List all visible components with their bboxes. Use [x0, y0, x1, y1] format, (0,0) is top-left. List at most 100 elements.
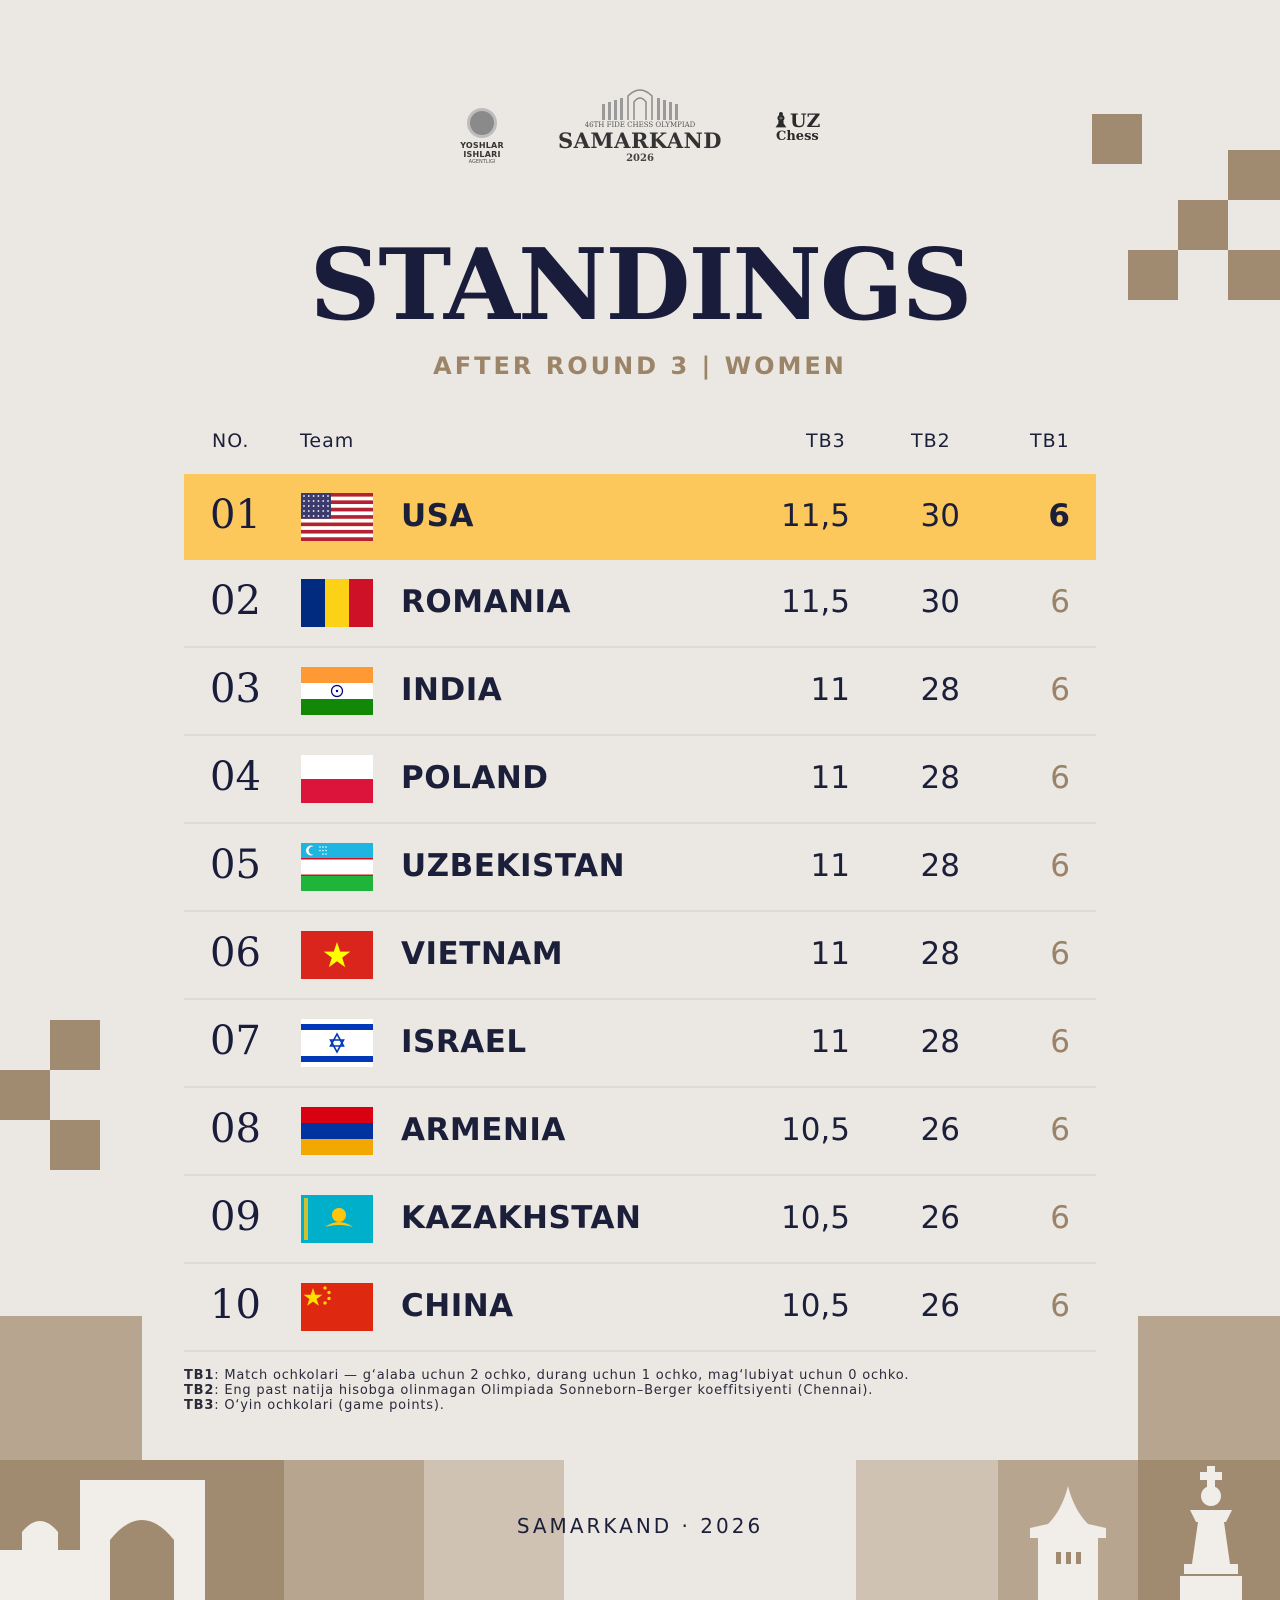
team-name: ARMENIA	[401, 1112, 566, 1148]
tb2-value: 28	[920, 848, 960, 884]
tb1-value: 6	[1050, 760, 1070, 796]
team-name: INDIA	[401, 672, 503, 708]
usa-flag-icon	[301, 493, 373, 541]
note-line: TB3: O‘yin ochkolari (game points).	[184, 1398, 445, 1413]
tb3-value: 11,5	[780, 584, 850, 620]
sponsor-logos: YOSHLAR ISHLARI AGENTLIGI 46TH FIDE CHES…	[0, 82, 1280, 182]
footer-text: SAMARKAND · 2026	[516, 1514, 764, 1538]
poland-flag-icon	[301, 755, 373, 803]
table-header: NO. Team TB3 TB2 TB1	[184, 424, 1096, 474]
standings-table: NO. Team TB3 TB2 TB1 01 USA 11,5 30 6 02 ROMAN…	[184, 424, 1096, 1352]
emblem-icon	[467, 108, 497, 138]
table-row: 10 CHINA 10,5 26 6	[184, 1264, 1096, 1352]
decor-square	[1228, 250, 1280, 300]
tb1-value: 6	[1050, 1112, 1070, 1148]
tb1-value: 6	[1048, 498, 1070, 534]
tb2-value: 28	[920, 936, 960, 972]
table-body: 01 USA 11,5 30 6 02 ROMANIA 11,5 30 6 03 INDIA 11 28 6…	[184, 474, 1096, 1352]
kazakhstan-flag-icon	[301, 1195, 373, 1243]
uzbekistan-flag-icon	[301, 843, 373, 891]
rank-number: 09	[210, 1194, 261, 1240]
tb3-value: 11	[810, 1024, 850, 1060]
team-name: ISRAEL	[401, 1024, 527, 1060]
tb3-value: 11,5	[780, 498, 850, 534]
table-row: 03 INDIA 11 28 6	[184, 648, 1096, 736]
uzchess-logo: ♝UZ Chess	[772, 110, 832, 143]
tb2-value: 28	[920, 672, 960, 708]
olympiad-year: 2026	[626, 153, 654, 164]
olympiad-logo: 46TH FIDE CHESS OLYMPIAD SAMARKAND 2026	[548, 82, 732, 164]
rank-number: 04	[210, 754, 261, 800]
tb1-value: 6	[1050, 1288, 1070, 1324]
note-line: TB1: Match ochkolari — g‘alaba uchun 2 o…	[184, 1368, 910, 1383]
table-row: 04 POLAND 11 28 6	[184, 736, 1096, 824]
romania-flag-icon	[301, 579, 373, 627]
youth-agency-logo: YOSHLAR ISHLARI AGENTLIGI	[446, 108, 518, 165]
decor-square	[1228, 150, 1280, 200]
decor-square	[50, 1020, 100, 1070]
vietnam-flag-icon	[301, 931, 373, 979]
header-tb1: TB1	[1030, 430, 1070, 452]
tb1-value: 6	[1050, 1024, 1070, 1060]
rank-number: 10	[210, 1282, 261, 1328]
tiebreak-notes: TB1: Match ochkolari — g‘alaba uchun 2 o…	[184, 1368, 1084, 1413]
tb3-value: 10,5	[780, 1288, 850, 1324]
rank-number: 06	[210, 930, 261, 976]
note-line: TB2: Eng past natija hisobga olinmagan O…	[184, 1383, 874, 1398]
registan-skyline-icon	[602, 89, 678, 120]
table-row: 01 USA 11,5 30 6	[184, 474, 1096, 560]
decor-block	[424, 1460, 564, 1600]
china-flag-icon	[301, 1283, 373, 1331]
table-row: 09 KAZAKHSTAN 10,5 26 6	[184, 1176, 1096, 1264]
header-team: Team	[300, 430, 355, 452]
tb1-value: 6	[1050, 848, 1070, 884]
team-name: KAZAKHSTAN	[401, 1200, 642, 1236]
uzchess-chess: Chess	[776, 129, 819, 144]
table-row: 05 UZBEKISTAN 11 28 6	[184, 824, 1096, 912]
rank-number: 01	[210, 492, 261, 538]
tb2-value: 26	[920, 1288, 960, 1324]
team-name: CHINA	[401, 1288, 514, 1324]
team-name: VIETNAM	[401, 936, 564, 972]
table-row: 06 VIETNAM 11 28 6	[184, 912, 1096, 1000]
india-flag-icon	[301, 667, 373, 715]
tb1-value: 6	[1050, 672, 1070, 708]
chess-piece-icon: ♝	[772, 108, 790, 132]
building-silhouette-left	[0, 1480, 205, 1600]
tb1-value: 6	[1050, 584, 1070, 620]
israel-flag-icon	[301, 1019, 373, 1067]
tb3-value: 10,5	[780, 1112, 850, 1148]
table-row: 07 ISRAEL 11 28 6	[184, 1000, 1096, 1088]
page-title: STANDINGS	[309, 228, 973, 343]
page-subtitle: AFTER ROUND 3 | WOMEN	[433, 352, 847, 380]
tb2-value: 26	[920, 1112, 960, 1148]
tb1-value: 6	[1050, 936, 1070, 972]
decor-square	[1128, 250, 1178, 300]
tower-silhouette-right	[1030, 1486, 1106, 1600]
tb3-value: 11	[810, 848, 850, 884]
tb3-value: 11	[810, 672, 850, 708]
decor-square	[0, 1070, 50, 1120]
chess-king-icon	[1180, 1466, 1242, 1600]
olympiad-city: SAMARKAND	[557, 128, 723, 153]
tb2-value: 28	[920, 760, 960, 796]
header-tb2: TB2	[911, 430, 951, 452]
decor-block	[856, 1460, 998, 1600]
decor-square	[1178, 200, 1228, 250]
rank-number: 07	[210, 1018, 261, 1064]
rank-number: 02	[210, 578, 261, 624]
table-row: 02 ROMANIA 11,5 30 6	[184, 560, 1096, 648]
olympiad-subtitle: 46TH FIDE CHESS OLYMPIAD	[584, 121, 696, 129]
decor-square	[50, 1120, 100, 1170]
tb3-value: 11	[810, 936, 850, 972]
tb3-value: 11	[810, 760, 850, 796]
tb2-value: 26	[920, 1200, 960, 1236]
decor-square	[1092, 114, 1142, 164]
tb2-value: 30	[920, 498, 960, 534]
team-name: ROMANIA	[401, 584, 572, 620]
rank-number: 05	[210, 842, 261, 888]
decor-block	[284, 1460, 424, 1600]
rank-number: 03	[210, 666, 261, 712]
tb1-value: 6	[1050, 1200, 1070, 1236]
